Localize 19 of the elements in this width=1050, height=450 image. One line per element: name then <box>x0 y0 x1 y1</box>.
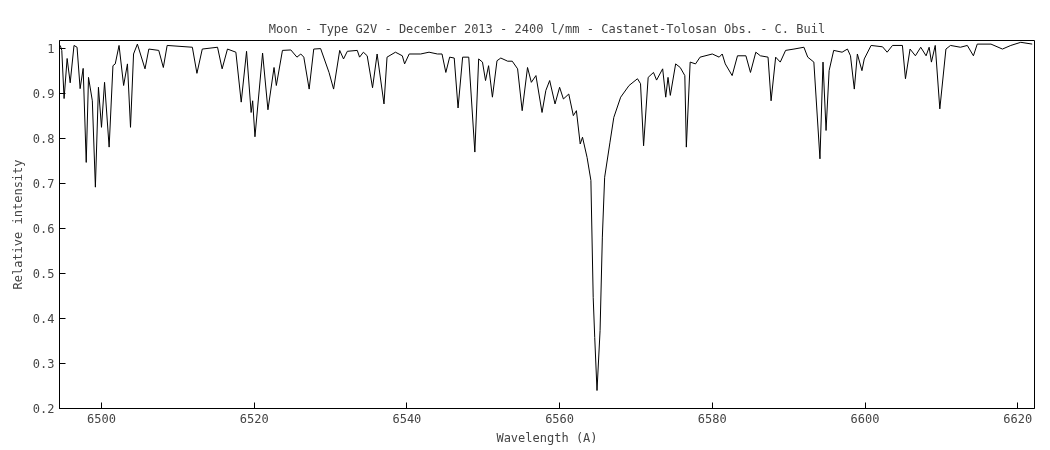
x-tick-label: 6560 <box>545 411 575 426</box>
x-tick-label: 6520 <box>239 411 269 426</box>
x-tick-label: 6620 <box>1003 411 1033 426</box>
y-tick-label: 1 <box>47 42 55 57</box>
chart-title: Moon - Type G2V - December 2013 - 2400 l/mm - Castanet-Tolosan Obs. - C. Buil <box>268 21 826 36</box>
x-tick-label: 6540 <box>392 411 422 426</box>
x-tick-label: 6500 <box>87 411 116 426</box>
x-tick-label: 6580 <box>697 411 727 426</box>
y-tick-label: 0.8 <box>32 132 55 147</box>
y-tick-label: 0.9 <box>32 87 55 102</box>
y-tick-label: 0.6 <box>32 222 55 237</box>
x-tick-label: 6600 <box>850 411 880 426</box>
y-tick-label: 0.2 <box>32 402 55 416</box>
y-tick-label: 0.5 <box>32 267 55 282</box>
y-axis-title: Relative intensity <box>10 159 25 290</box>
y-tick-label: 0.3 <box>32 357 55 372</box>
y-tick-label: 0.4 <box>32 312 55 327</box>
y-tick-label: 0.7 <box>32 177 55 192</box>
x-axis-title: Wavelength (A) <box>496 430 598 445</box>
